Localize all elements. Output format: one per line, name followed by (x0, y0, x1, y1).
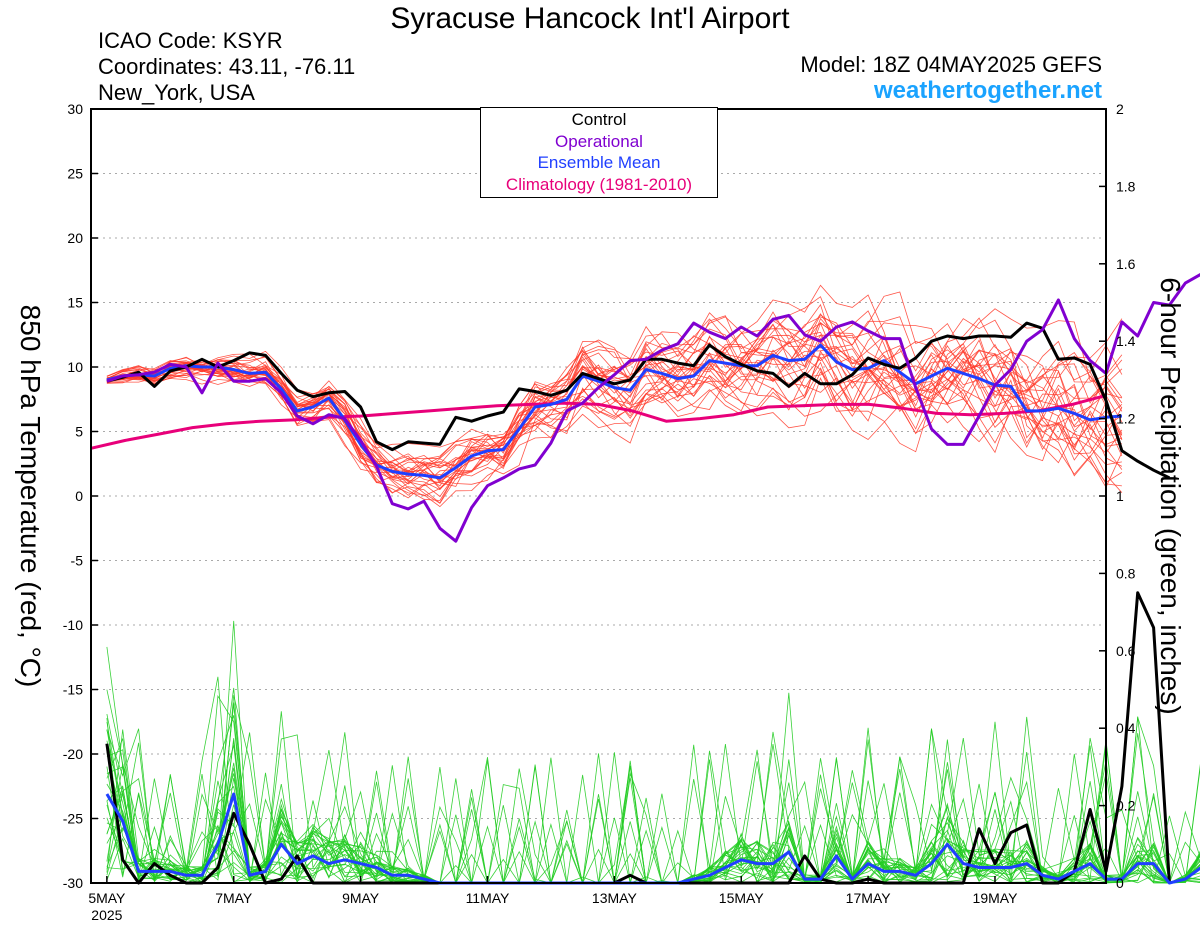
y-right-tick-label: 0.6 (1116, 643, 1136, 659)
y-left-tick-label: -25 (63, 811, 83, 827)
y-right-tick-label: 0.2 (1116, 798, 1136, 814)
y-left-tick-label: 30 (67, 101, 83, 117)
y-left-tick-label: -30 (63, 875, 83, 891)
icao-code: ICAO Code: KSYR (98, 28, 283, 53)
y-left-tick-label: -15 (63, 682, 83, 698)
y-left-tick-label: -10 (63, 617, 83, 633)
temperature-member-line (106, 316, 1123, 483)
gridlines (91, 108, 1106, 884)
series-control-line (106, 321, 1171, 480)
y-left-tick-label: 15 (67, 295, 83, 311)
x-tick-label: 9MAY (342, 890, 380, 906)
temperature-member-line (106, 343, 1123, 480)
legend-ensemble-mean: Ensemble Mean (537, 153, 661, 172)
temperature-member-line (106, 334, 1123, 474)
y-left-tick-label: 25 (67, 166, 83, 182)
location: New_York, USA (98, 80, 255, 105)
model-run: Model: 18Z 04MAY2025 GEFS (800, 52, 1102, 77)
series-climatology-1981-2010-line (90, 393, 1107, 450)
y-right-tick-label: 1 (1116, 488, 1124, 504)
temperature-member-line (106, 312, 1122, 490)
y-right-tick-label: 1.8 (1116, 178, 1136, 194)
legend-climatology: Climatology (1981-2010) (505, 174, 693, 194)
y-right-tick-label: 1.2 (1116, 411, 1136, 427)
x-tick-label: 11MAY (466, 890, 510, 906)
y-right-tick-label: 2 (1116, 101, 1124, 117)
temperature-ensemble-members (106, 284, 1123, 508)
y-right-tick-label: 0.4 (1116, 720, 1136, 736)
x-tick-label: 13MAY (592, 890, 638, 906)
y-left-tick-label: 20 (67, 230, 83, 246)
x-tick-label: 7MAY (215, 890, 253, 906)
chart-legend: Control Operational Ensemble Mean Climat… (480, 107, 718, 198)
temperature-member-line (106, 284, 1122, 504)
temperature-member-line (106, 315, 1123, 484)
y-right-tick-label: 1.6 (1116, 256, 1136, 272)
series-operational-line (106, 273, 1200, 543)
x-tick-label: 15MAY (719, 890, 765, 906)
series-control-precip-line (105, 591, 1171, 885)
plot-area-frame (90, 108, 1107, 884)
y-axis-right-label: 6-hour Precipitation (green, inches) (1155, 277, 1186, 715)
y-axis-left-label: 850 hPa Temperature (red, °C) (15, 304, 46, 688)
y-right-tick-label: 1.4 (1116, 333, 1136, 349)
y-right-tick-label: 0.8 (1116, 565, 1136, 581)
legend-operational: Operational (555, 131, 643, 151)
x-tick-label: 5MAY (88, 890, 126, 906)
y-left-tick-label: 5 (75, 424, 83, 440)
axes: 302520151050-5-10-15-20-25-3021.81.61.41… (63, 101, 1136, 923)
legend-control: Control (571, 110, 627, 129)
precipitation-member-line (106, 734, 1200, 884)
coordinates: Coordinates: 43.11, -76.11 (98, 54, 356, 79)
x-tick-sublabel: 2025 (91, 907, 122, 923)
y-left-tick-label: -5 (71, 553, 84, 569)
y-left-tick-label: 0 (75, 488, 83, 504)
x-tick-label: 17MAY (846, 890, 892, 906)
y-left-tick-label: 10 (67, 359, 83, 375)
y-left-tick-label: -20 (63, 746, 83, 762)
precipitation-ensemble-members (106, 620, 1200, 885)
brand-link[interactable]: weathertogether.net (873, 77, 1102, 104)
temperature-member-line (106, 347, 1123, 501)
series-ensemble-mean-line (106, 343, 1123, 480)
y-right-tick-label: 0 (1116, 875, 1124, 891)
temperature-member-line (106, 317, 1123, 497)
x-tick-label: 19MAY (973, 890, 1019, 906)
chart-title: Syracuse Hancock Int'l Airport (390, 2, 790, 35)
precipitation-member-line (106, 772, 1200, 884)
